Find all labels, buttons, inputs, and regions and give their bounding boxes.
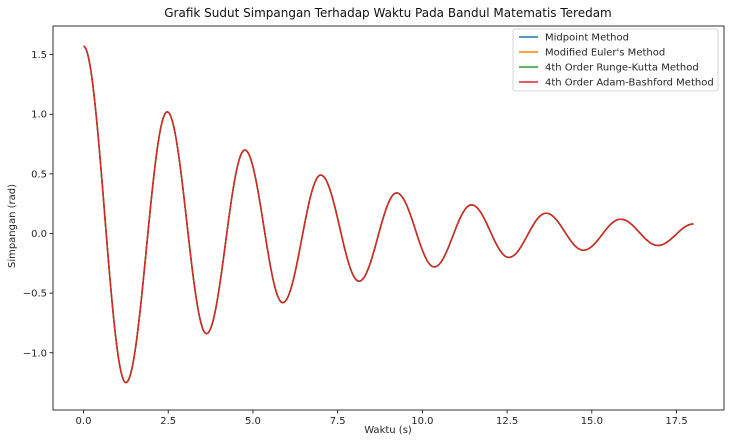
y-tick-label: −0.5: [23, 289, 47, 300]
y-tick-label: 0.0: [31, 229, 47, 240]
legend-box: [512, 28, 719, 92]
series-line-3: [83, 45, 694, 384]
y-axis-ticks: −1.0 −0.5 0.0 0.5 1.0 1.5: [23, 50, 53, 359]
legend-label: Modified Euler's Method: [545, 48, 665, 59]
series-line-1: [83, 45, 694, 384]
x-tick-label: 10.0: [411, 416, 433, 427]
series-line-4: [83, 45, 694, 384]
x-tick-label: 7.5: [330, 416, 346, 427]
legend-label: 4th Order Runge-Kutta Method: [545, 63, 699, 74]
chart-title: Grafik Sudut Simpangan Terhadap Waktu Pa…: [164, 6, 612, 20]
legend-label: Midpoint Method: [545, 33, 629, 44]
y-tick-label: 0.5: [31, 169, 47, 180]
x-tick-label: 2.5: [160, 416, 176, 427]
x-tick-label: 0.0: [76, 416, 92, 427]
x-tick-label: 12.5: [496, 416, 518, 427]
x-axis-ticks: 0.0 2.5 5.0 7.5 10.0 12.5 15.0 17.5: [76, 410, 688, 427]
y-tick-label: −1.0: [23, 348, 47, 359]
y-axis-label: Simpangan (rad): [7, 184, 18, 268]
x-tick-label: 17.5: [665, 416, 687, 427]
y-tick-label: 1.5: [31, 50, 47, 61]
series-line-2: [83, 45, 694, 384]
x-tick-label: 5.0: [245, 416, 261, 427]
legend-label: 4th Order Adam-Bashford Method: [545, 78, 714, 89]
legend: Midpoint Method Modified Euler's Method 4t…: [512, 28, 719, 92]
y-tick-label: 1.0: [31, 110, 47, 121]
plot-area-frame: [52, 25, 725, 411]
x-tick-label: 15.0: [581, 416, 603, 427]
x-axis-label: Waktu (s): [364, 425, 412, 436]
plot-lines: [83, 45, 694, 384]
